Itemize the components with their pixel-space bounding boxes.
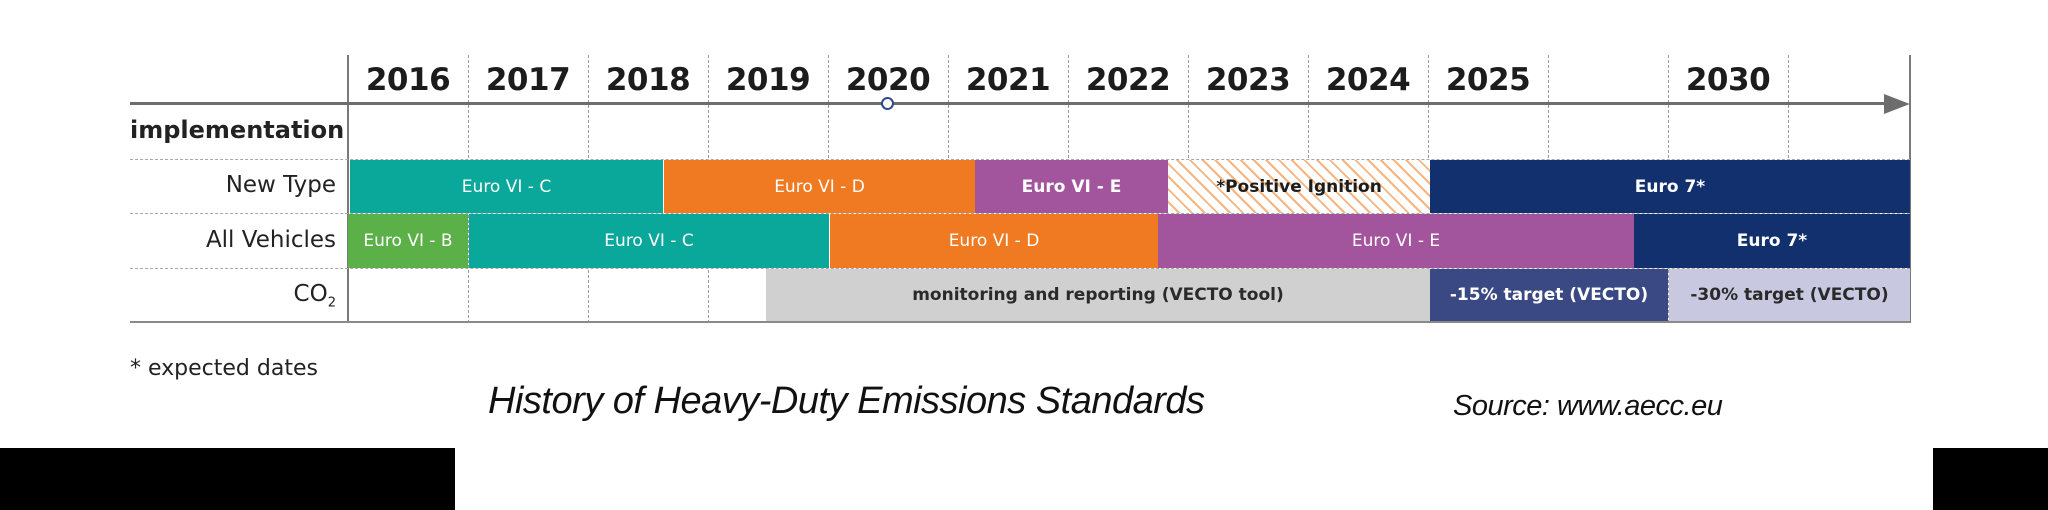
bar-new-type-euro-vi-e: Euro VI - E [975,160,1168,213]
bar-new-type-euro-vi-c: Euro VI - C [350,160,663,213]
year-label: 2021 [965,62,1051,98]
row-divider [130,268,1910,269]
year-label: 2024 [1325,62,1411,98]
year-label: 2017 [485,62,571,98]
row-divider [130,213,1910,214]
arrow-right-icon [1884,94,1910,114]
year-label: 2023 [1205,62,1291,98]
bar-co2-monitoring: monitoring and reporting (VECTO tool) [766,269,1430,321]
grid-line [347,55,349,323]
co2-subscript: 2 [327,295,336,311]
row-label-new-type: New Type [225,172,336,198]
bar-all-vehicles-euro-vi-c: Euro VI - C [469,214,829,268]
bar-all-vehicles-euro-vi-e: Euro VI - E [1158,214,1634,268]
grid-line [1909,55,1911,323]
bottom-border [130,321,1910,323]
source-credit: Source: www.aecc.eu [1453,390,1723,422]
bar-new-type-euro-7: Euro 7* [1430,160,1910,213]
year-label: 2018 [605,62,691,98]
bar-all-vehicles-euro-vi-b: Euro VI - B [348,214,468,268]
time-axis [130,102,1892,105]
black-bar-left [0,448,455,510]
row-label-implementation: implementation [130,116,345,144]
year-label: 2020 [845,62,931,98]
bar-all-vehicles-euro-7: Euro 7* [1634,214,1910,268]
year-label [1548,58,1668,102]
year-label: 2030 [1685,62,1771,98]
bar-new-type-positive-ignition: *Positive Ignition [1168,160,1430,213]
bar-all-vehicles-euro-vi-d: Euro VI - D [830,214,1158,268]
year-label: 2016 [365,62,451,98]
year-label: 2022 [1085,62,1171,98]
footnote: * expected dates [130,356,318,381]
bar-co2-15-target: -15% target (VECTO) [1430,269,1668,321]
co2-text: CO [293,281,328,307]
bar-co2-30-target: -30% target (VECTO) [1669,269,1910,321]
row-label-all-vehicles: All Vehicles [205,227,336,253]
bar-new-type-euro-vi-d: Euro VI - D [664,160,975,213]
row-divider [130,159,1910,160]
chart-caption: History of Heavy-Duty Emissions Standard… [488,380,1205,422]
year-label: 2019 [725,62,811,98]
black-bar-right [1933,448,2048,510]
row-label-co2: CO2 [130,281,336,311]
year-label: 2025 [1445,62,1531,98]
circle-marker-icon [881,97,894,110]
